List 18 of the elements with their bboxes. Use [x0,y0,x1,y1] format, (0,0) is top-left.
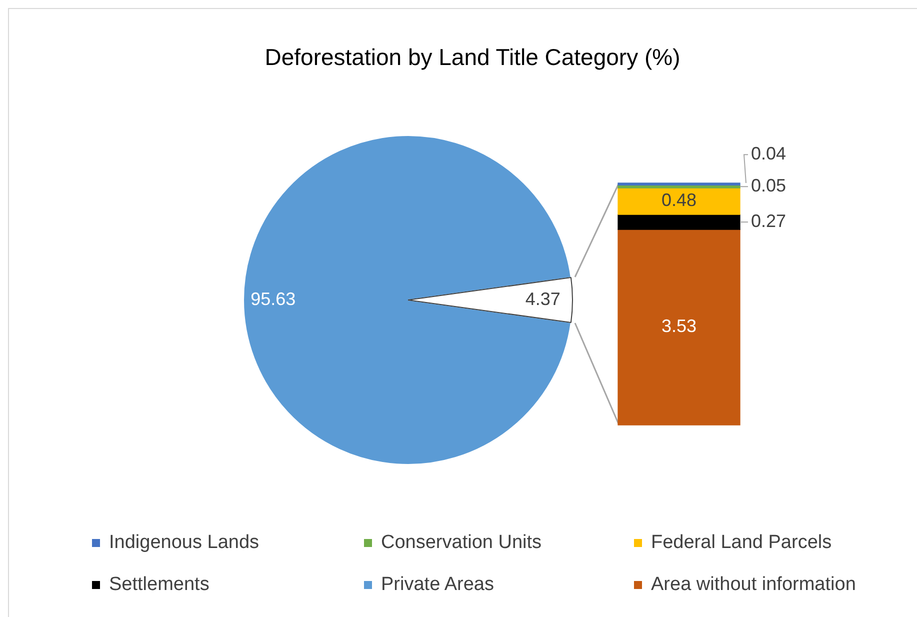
bar [618,229,740,426]
bar [618,188,740,215]
bar [618,214,740,230]
data-label: 0.48 [661,190,697,210]
data-label: 0.05 [751,176,786,196]
legend-label: Indigenous Lands [109,532,260,554]
legend-label: Federal Land Parcels [651,532,832,554]
legend-label: Private Areas [381,574,494,596]
data-label: 95.63 [250,288,296,309]
data-label: 4.37 [525,288,560,309]
legend-label: Conservation Units [381,532,542,554]
data-label: 3.53 [661,316,697,336]
data-label: 0.27 [751,211,786,232]
chart-title: Deforestation by Land Title Category (%) [264,44,682,71]
legend-label: Area without information [651,574,856,596]
legend-label: Settlements [109,574,210,596]
data-label: 0.04 [751,144,786,164]
bar [618,182,740,186]
